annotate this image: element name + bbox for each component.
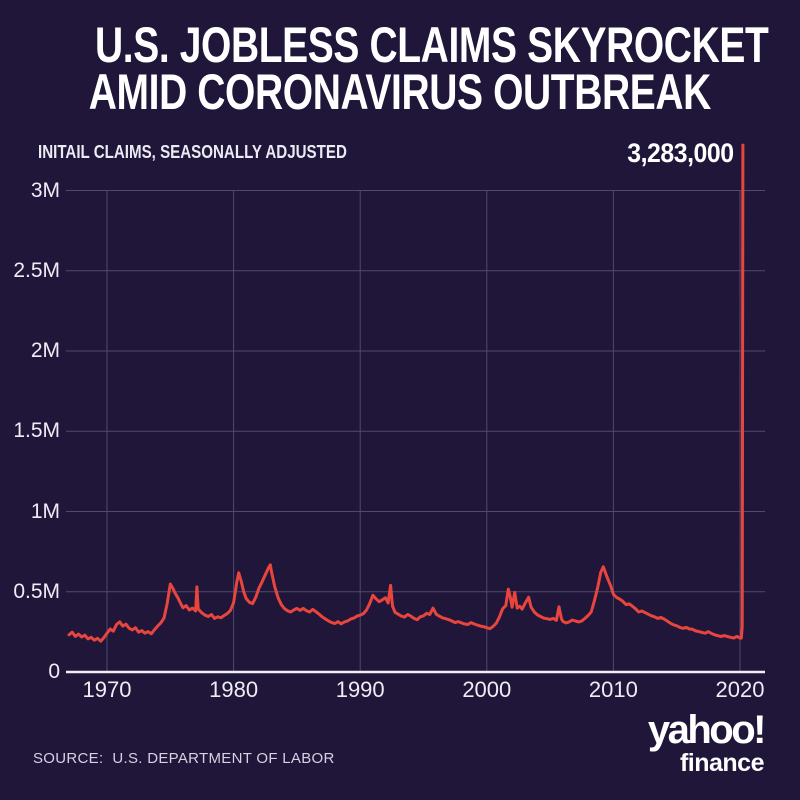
yahoo-finance-logo: yahoo! finance [647, 708, 767, 777]
source-attribution: SOURCE: U.S. DEPARTMENT OF LABOR [33, 750, 335, 767]
x-tick-2020: 2020 [715, 677, 765, 702]
title-line-2: AMID CORONAVIRUS OUTBREAK [88, 64, 712, 120]
jobless-claims-line [67, 143, 745, 643]
y-tick-3M: 3M [30, 178, 60, 202]
page-title: U.S. JOBLESS CLAIMS SKYROCKET AMID CORON… [0, 17, 800, 120]
y-tick-2.5M: 2.5M [13, 258, 60, 282]
x-tick-2010: 2010 [588, 677, 638, 702]
y-tick-2M: 2M [30, 339, 60, 362]
y-tick-0: 0 [48, 660, 60, 683]
peak-value-annotation: 3,283,000 [627, 138, 735, 168]
finance-logo-text: finance [679, 749, 765, 777]
y-tick-1M: 1M [30, 499, 60, 523]
title-line-1: U.S. JOBLESS CLAIMS SKYROCKET [94, 17, 769, 73]
x-tick-1970: 1970 [82, 677, 132, 702]
y-tick-1.5M: 1.5M [13, 419, 60, 443]
yahoo-logo-text: yahoo! [647, 708, 767, 752]
x-tick-1980: 1980 [209, 677, 259, 702]
chart-subtitle: INITAIL CLAIMS, SEASONALLY ADJUSTED [38, 142, 347, 162]
y-tick-0.5M: 0.5M [13, 579, 60, 603]
x-tick-2000: 2000 [462, 677, 512, 702]
x-tick-1990: 1990 [335, 677, 385, 702]
